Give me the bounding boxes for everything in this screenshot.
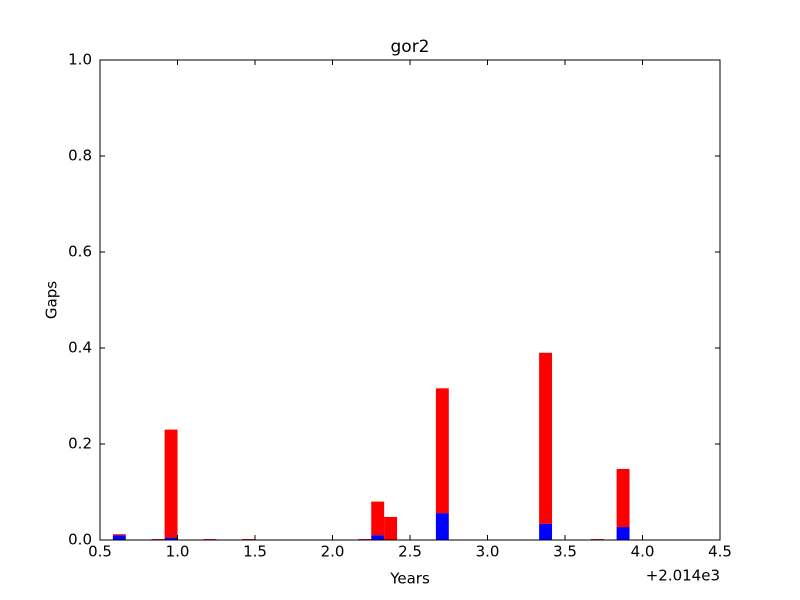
y-tick-label: 0.0 <box>68 531 92 549</box>
y-tick-label: 0.2 <box>68 435 92 453</box>
x-tick-label: 0.5 <box>88 543 112 561</box>
y-tick-label: 0.8 <box>68 147 92 165</box>
bar-segment <box>616 527 630 540</box>
bar-segment <box>164 429 178 538</box>
y-tick-label: 1.0 <box>68 51 92 69</box>
y-tick-label: 0.6 <box>68 243 92 261</box>
chart-title: gor2 <box>391 37 430 57</box>
bar-segment <box>539 523 553 540</box>
x-tick-label: 3.5 <box>553 543 577 561</box>
x-tick-label: 4.0 <box>631 543 655 561</box>
x-tick-label: 2.5 <box>398 543 422 561</box>
y-tick-label: 0.4 <box>68 339 92 357</box>
bar-segment <box>371 501 385 536</box>
x-tick-label: 1.5 <box>243 543 267 561</box>
x-offset-label: +2.014e3 <box>646 567 720 585</box>
x-tick-label: 4.5 <box>708 543 732 561</box>
plot-frame <box>99 59 721 541</box>
bar-segment <box>384 516 398 540</box>
bar-segment <box>539 352 553 524</box>
bar-segment <box>371 535 385 540</box>
y-axis-label: Gaps <box>43 281 61 319</box>
x-tick-label: 2.0 <box>321 543 345 561</box>
x-tick-label: 3.0 <box>476 543 500 561</box>
bar-segment <box>616 468 630 528</box>
bar-segment <box>435 513 449 540</box>
x-axis-label: Years <box>389 570 430 588</box>
bar-segment <box>164 537 178 540</box>
x-tick-label: 1.0 <box>166 543 190 561</box>
bar-segment <box>435 388 449 514</box>
bar-segment <box>112 534 126 536</box>
bar-segment <box>112 535 126 540</box>
